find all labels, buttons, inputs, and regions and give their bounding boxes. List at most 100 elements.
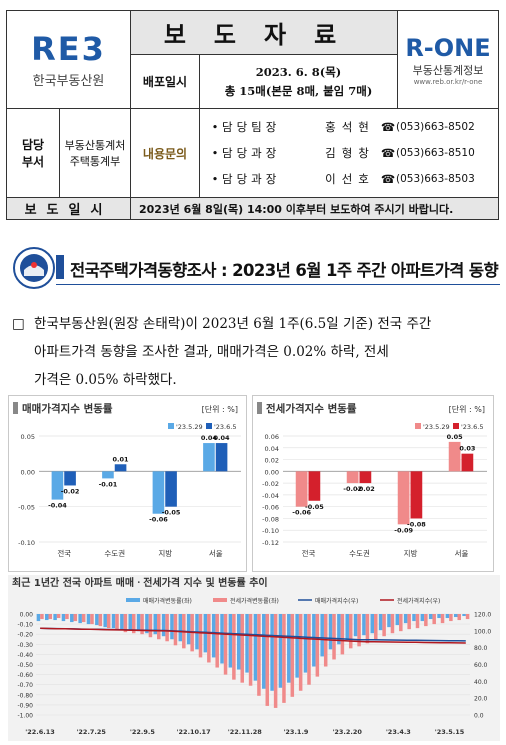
right-tick-label: 100.0 [474, 628, 491, 635]
y-tick-label: 0.05 [21, 433, 35, 441]
legend-swatch [126, 598, 140, 602]
x-tick-label: '22.6.13 [25, 728, 55, 736]
jeonse-change-bar [106, 614, 111, 629]
rone-name: 부동산통계정보 [412, 63, 484, 77]
chart-title: 전세가격지수 변동률 [266, 402, 357, 415]
x-tick-label: '22.7.25 [76, 728, 106, 736]
sale-change-bar [228, 614, 233, 668]
jeonse-change-bar [240, 614, 244, 683]
dept-name-2: 주택통계부 [69, 155, 121, 168]
jeonse-change-bar [374, 614, 378, 641]
data-label: -0.05 [305, 503, 324, 511]
y-tick-label: -0.02 [262, 480, 279, 488]
left-tick-label: -0.70 [17, 682, 33, 689]
sale-change-bar [295, 614, 299, 678]
sale-change-bar [145, 614, 149, 634]
left-tick-label: -1.00 [17, 713, 33, 720]
jeonse-change-bar [399, 614, 403, 632]
sale-change-bar [236, 614, 241, 670]
jeonse-change-bar [348, 614, 353, 649]
bar [308, 471, 321, 501]
data-label: -0.02 [343, 485, 362, 493]
jeonse-change-bar [165, 614, 169, 642]
chart-unit: [단위 : %] [202, 404, 238, 414]
left-tick-label: -0.30 [17, 642, 33, 649]
legend-swatch [213, 598, 227, 602]
sale-change-bar [453, 614, 458, 618]
data-label: -0.02 [61, 487, 80, 495]
sale-change-bar [170, 614, 174, 640]
jeonse-change-bar [157, 614, 161, 640]
jeonse-change-bar [90, 614, 94, 625]
sale-change-bar [278, 614, 283, 688]
sale-change-bar [220, 614, 224, 664]
x-tick-label: '22.9.5 [130, 728, 155, 736]
legend-swatch [206, 423, 212, 429]
right-tick-label: 60.0 [474, 662, 488, 669]
data-label: 0.03 [459, 445, 475, 453]
bullet-square: □ [12, 316, 25, 332]
sale-change-bar [303, 614, 308, 673]
jeonse-change-bar [131, 614, 136, 634]
right-tick-label: 0.0 [474, 713, 484, 720]
x-tick-label: 서울 [209, 549, 223, 558]
legend-label: '23.5.29 [176, 423, 203, 431]
sale-change-bar [211, 614, 216, 658]
sale-change-bar [428, 614, 433, 620]
sale-change-bar [61, 614, 66, 622]
bar [203, 443, 215, 472]
sale-change-bar [70, 614, 74, 623]
data-label: -0.04 [48, 502, 67, 510]
jeonse-change-bar [357, 614, 361, 647]
jeonse-change-bar [332, 614, 336, 660]
y-tick-label: 0.00 [21, 468, 35, 476]
x-tick-label: '23.5.15 [435, 728, 465, 736]
sale-change-bar [128, 614, 132, 631]
sale-change-bar [78, 614, 82, 624]
jeonse-change-bar [115, 614, 119, 630]
data-label: 0.01 [113, 455, 130, 463]
x-tick-label: 전국 [57, 548, 71, 558]
rone-logo: R-ONE [405, 33, 491, 62]
sale-change-bar [445, 614, 450, 619]
phone-icon: ☎ [380, 120, 396, 134]
data-label: -0.01 [99, 480, 118, 488]
jeonse-change-bar [40, 614, 44, 620]
left-tick-label: -0.10 [17, 622, 33, 629]
y-tick-label: -0.04 [262, 492, 279, 500]
left-tick-label: 0.00 [20, 612, 34, 619]
sale-change-bar [337, 614, 341, 645]
jeonse-change-bar [407, 614, 411, 630]
bar [448, 441, 461, 472]
jeonse-change-bar [198, 614, 203, 658]
data-label: -0.08 [407, 520, 426, 528]
jeonse-change-bar [465, 614, 470, 620]
jeonse-change-bar [148, 614, 153, 638]
chart-title: 최근 1년간 전국 아파트 매매ㆍ전세가격 지수 및 변동률 추이 [12, 576, 268, 589]
data-label: -0.02 [356, 485, 375, 493]
bar [51, 471, 64, 500]
contact-tel: (053)663-8503 [396, 173, 475, 185]
chart-title: 매매가격지수 변동률 [22, 402, 113, 415]
embargo-text: 2023년 6월 8일(목) 14:00 이후부터 보도하여 주시기 바랍니다. [130, 197, 499, 220]
contacts-cell: • 담당팀장 홍석현 ☎ (053)663-8502 • 담당과장 김형창 ☎ (053)663-… [199, 108, 499, 198]
title-marker [13, 402, 18, 414]
data-label: 0.05 [447, 433, 464, 441]
contact-role: 담당과장 [222, 172, 281, 186]
jeonse-change-bar [415, 614, 420, 629]
x-tick-label: 수도권 [104, 549, 125, 558]
jeonse-change-bar [65, 614, 69, 620]
sale-change-bar [353, 614, 358, 637]
sale-change-bar [328, 614, 333, 650]
jeonse-index-line [40, 627, 466, 644]
contact-role: 담당팀장 [222, 120, 281, 134]
sale-change-bar [412, 614, 416, 622]
legend-label: '23.6.5 [214, 423, 236, 431]
statistics-seal-icon [12, 246, 56, 290]
right-tick-label: 40.0 [474, 679, 488, 686]
jeonse-change-bar [457, 614, 461, 621]
sale-change-bar [36, 614, 41, 622]
bar [410, 471, 423, 519]
bar [346, 471, 359, 484]
contact-name: 김형창 [325, 146, 375, 160]
